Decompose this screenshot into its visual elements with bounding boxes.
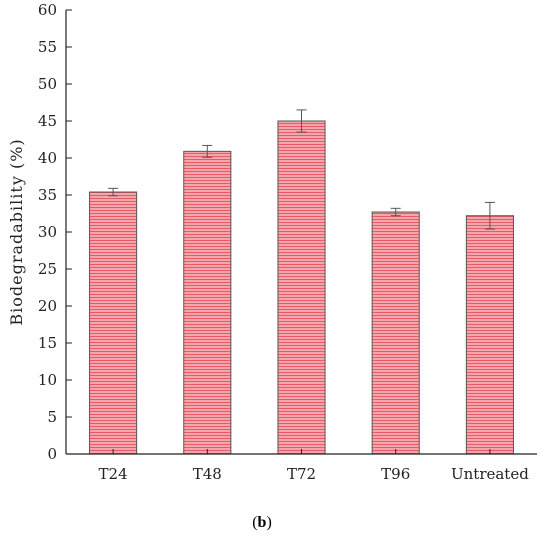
plot-area — [89, 109, 514, 455]
y-tick-label: 30 — [38, 223, 57, 241]
x-tick-label: T48 — [193, 465, 222, 483]
x-tick-label: Untreated — [451, 465, 529, 483]
bar-t96 — [371, 211, 420, 455]
y-tick-label: 45 — [38, 112, 57, 130]
y-tick-label: 40 — [38, 149, 57, 167]
y-tick-label: 55 — [38, 38, 57, 56]
bar-t24 — [89, 191, 138, 455]
figure-caption: (b) — [252, 514, 272, 531]
y-axis-title: Biodegradability (%) — [7, 138, 26, 325]
y-tick-label: 25 — [38, 260, 57, 278]
y-tick-label: 50 — [38, 75, 57, 93]
y-tick-label: 10 — [38, 371, 57, 389]
y-tick-label: 5 — [47, 408, 57, 426]
bar-untreated — [465, 215, 514, 455]
caption-open-paren: ( — [252, 514, 257, 531]
caption-letter: b — [258, 514, 267, 531]
y-tick-label: 15 — [38, 334, 57, 352]
x-tick-label: T24 — [99, 465, 128, 483]
y-tick-label: 35 — [38, 186, 57, 204]
axes: 0 5 10 15 20 25 30 35 40 45 50 55 60 T24 T48 T72 T96 Untr… — [38, 1, 537, 483]
caption-close-paren: ) — [266, 514, 271, 531]
bar-t72 — [277, 120, 326, 455]
x-tick-label: T96 — [381, 465, 410, 483]
y-tick-label: 20 — [38, 297, 57, 315]
y-tick-label: 60 — [38, 1, 57, 19]
bar-t48 — [183, 150, 232, 455]
y-tick-label: 0 — [47, 445, 57, 463]
x-tick-label: T72 — [287, 465, 316, 483]
